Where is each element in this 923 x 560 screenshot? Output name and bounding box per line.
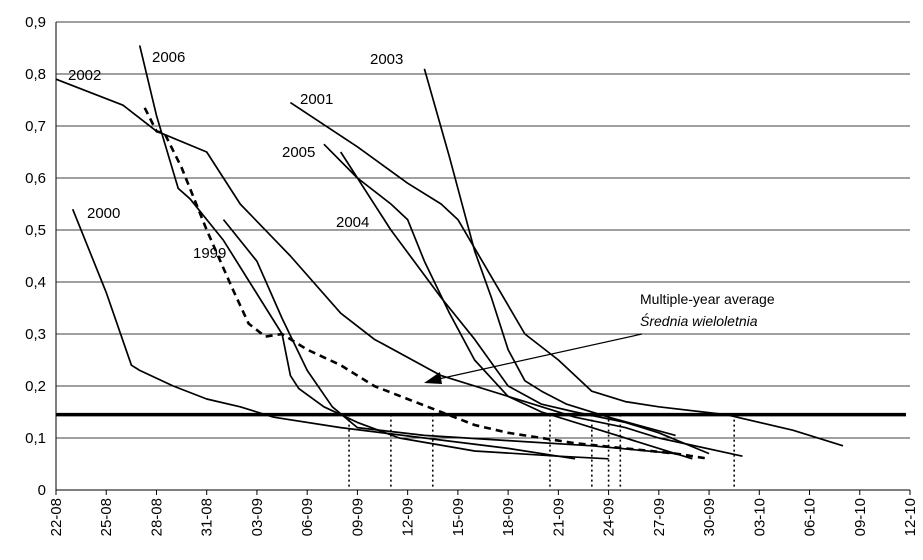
annotation-line-1: Multiple-year average [640, 291, 775, 307]
axes [55, 22, 911, 495]
x-tick-label: 12-09 [400, 498, 417, 536]
average-annotation: Multiple-year average Średnia wieloletni… [424, 291, 775, 384]
y-tick-label: 0,4 [25, 274, 46, 291]
x-tick-label: 12-10 [902, 498, 919, 536]
annotation-arrow [433, 333, 643, 381]
series-line-2000 [71, 208, 576, 460]
threshold-drop-lines [348, 414, 735, 490]
y-tick-label: 0,3 [25, 326, 46, 343]
series-label-2002: 2002 [68, 67, 101, 84]
x-tick-label: 03-09 [249, 498, 266, 536]
x-tick-labels: 22-08 25-08 28-08 31-08 03-09 06-09 09-09 12-09… [48, 498, 919, 536]
grid [56, 21, 910, 439]
x-tick-label: 31-08 [199, 498, 216, 536]
x-tick-label: 06-10 [802, 498, 819, 536]
x-tick-label: 25-08 [98, 498, 115, 536]
annotation-line-2: Średnia wieloletnia [640, 312, 758, 329]
x-tick-label: 09-10 [852, 498, 869, 536]
x-tick-label: 28-08 [148, 498, 165, 536]
series-label-2005: 2005 [282, 144, 315, 161]
series-line-2004 [339, 151, 710, 455]
series-label-2000: 2000 [87, 205, 120, 222]
x-tick-label: 30-09 [701, 498, 718, 536]
y-tick-label: 0 [38, 482, 46, 499]
y-tick-label: 0,7 [25, 118, 46, 135]
series-labels: 2002 2006 2003 2001 2005 2000 2004 1999 [68, 49, 403, 262]
series-line-multiple-year-average [143, 107, 710, 461]
y-tick-label: 0,2 [25, 378, 46, 395]
series-label-2006: 2006 [152, 49, 185, 66]
y-tick-label: 0,1 [25, 430, 46, 447]
x-tick-label: 09-09 [349, 498, 366, 536]
series-label-1999: 1999 [193, 245, 226, 262]
series-line-1999 [222, 219, 676, 455]
x-tick-label: 27-09 [651, 498, 668, 536]
y-tick-label: 0,8 [25, 66, 46, 83]
y-tick-labels: 0 0,1 0,2 0,3 0,4 0,5 0,6 0,7 0,8 0,9 [25, 14, 46, 499]
x-tick-label: 03-10 [751, 498, 768, 536]
series-label-2004: 2004 [336, 214, 369, 231]
y-tick-label: 0,5 [25, 222, 46, 239]
series-line-2001 [289, 101, 844, 447]
y-tick-label: 0,6 [25, 170, 46, 187]
series-label-2001: 2001 [300, 91, 333, 108]
series-line-2006 [138, 45, 609, 460]
series-line-2003 [423, 68, 676, 437]
x-tick-label: 22-08 [48, 498, 65, 536]
x-tick-label: 06-09 [299, 498, 316, 536]
x-tick-label: 24-09 [601, 498, 618, 536]
series-lines [55, 45, 844, 461]
series-label-2003: 2003 [370, 51, 403, 68]
x-tick-label: 18-09 [500, 498, 517, 536]
x-tick-label: 15-09 [450, 498, 467, 536]
series-line-2002 [55, 78, 743, 458]
series-line-2005 [323, 143, 693, 460]
y-tick-label: 0,9 [25, 14, 46, 31]
x-tick-label: 21-09 [550, 498, 567, 536]
annotation-arrowhead [424, 372, 442, 384]
